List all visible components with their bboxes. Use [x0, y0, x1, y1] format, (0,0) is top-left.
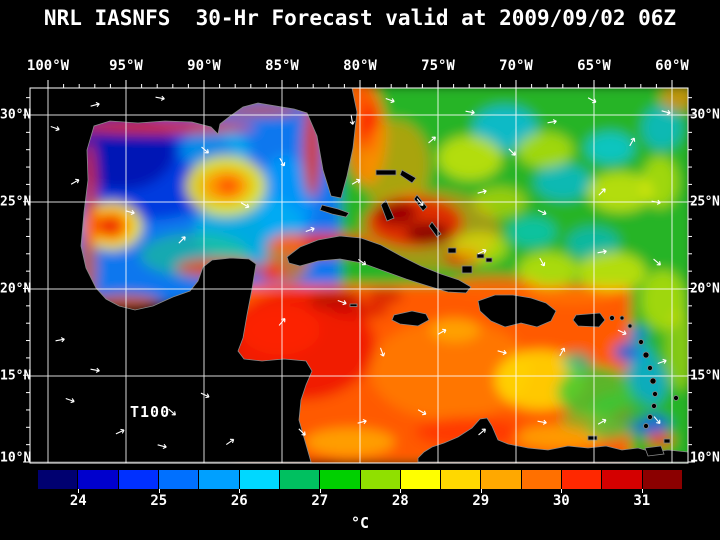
colorbar-tick — [239, 489, 241, 493]
land-north-central-america — [30, 88, 358, 463]
lat-label-left: 15°N — [0, 368, 32, 384]
colorbar-segment — [400, 470, 441, 489]
lat-label-right: 15°N — [690, 368, 720, 384]
colorbar-tick — [400, 489, 402, 493]
grid-lines — [30, 88, 688, 463]
colorbar-tick — [158, 489, 160, 493]
colorbar-segment — [118, 470, 158, 489]
lon-label: 100°W — [26, 58, 70, 74]
colorbar-segment — [158, 470, 199, 489]
lat-label-right: 20°N — [690, 281, 720, 297]
land-hispaniola — [477, 294, 557, 328]
current-vector-arrows — [50, 95, 671, 450]
lon-label: 60°W — [655, 58, 689, 74]
colorbar-segment — [602, 470, 642, 489]
lon-label: 80°W — [343, 58, 377, 74]
lat-label-right: 25°N — [690, 194, 720, 210]
lon-label: 85°W — [265, 58, 299, 74]
lat-label-left: 30°N — [0, 107, 32, 123]
colorbar-segment — [521, 470, 562, 489]
colorbar-tick-label: 26 — [230, 493, 248, 509]
colorbar-tick-label: 31 — [633, 493, 651, 509]
land-bahamas — [375, 169, 493, 274]
colorbar-tick — [561, 489, 563, 493]
temperature-field — [45, 88, 688, 463]
colorbar-tick-label: 30 — [552, 493, 570, 509]
lon-label: 65°W — [577, 58, 611, 74]
colorbar-tick-label: 29 — [472, 493, 490, 509]
colorbar-tick-label: 25 — [150, 493, 168, 509]
colorbar-tick-label: 28 — [391, 493, 409, 509]
colorbar-segment — [279, 470, 320, 489]
colorbar — [38, 470, 682, 489]
colorbar-segment — [481, 470, 521, 489]
axis-ticks — [23, 80, 695, 463]
plot-frame — [29, 87, 689, 464]
colorbar-tick — [480, 489, 482, 493]
colorbar-tick-label: 24 — [69, 493, 87, 509]
lat-label-left: 20°N — [0, 281, 32, 297]
colorbar-segment — [562, 470, 602, 489]
colorbar-tick-label: 27 — [311, 493, 329, 509]
field-annotation: T100 — [130, 403, 171, 421]
colorbar-segment — [38, 470, 78, 489]
lat-label-left: 25°N — [0, 194, 32, 210]
land-masses — [30, 88, 688, 463]
colorbar-segment — [199, 470, 239, 489]
lon-label: 90°W — [187, 58, 221, 74]
land-jamaica — [391, 310, 430, 327]
colorbar-tick — [78, 489, 80, 493]
colorbar-unit: °C — [350, 514, 370, 532]
plot-title: NRL IASNFS 30-Hr Forecast valid at 2009/… — [43, 6, 677, 30]
lat-label-left: 10°N — [0, 450, 32, 466]
lon-label: 95°W — [109, 58, 143, 74]
lat-label-right: 30°N — [690, 107, 720, 123]
colorbar-segment — [360, 470, 400, 489]
land-cuba — [286, 235, 472, 294]
land-florida-keys — [319, 204, 350, 218]
colorbar-tick — [641, 489, 643, 493]
colorbar-segment — [78, 470, 118, 489]
land-south-america — [417, 417, 688, 463]
lon-label: 70°W — [499, 58, 533, 74]
land-puerto-rico — [572, 312, 606, 328]
land-lesser-antilles — [349, 303, 679, 457]
colorbar-segment — [320, 470, 360, 489]
lon-label: 75°W — [421, 58, 455, 74]
colorbar-tick — [319, 489, 321, 493]
colorbar-segment — [642, 470, 682, 489]
lat-label-right: 10°N — [690, 450, 720, 466]
colorbar-segment — [239, 470, 279, 489]
colorbar-segment — [441, 470, 481, 489]
